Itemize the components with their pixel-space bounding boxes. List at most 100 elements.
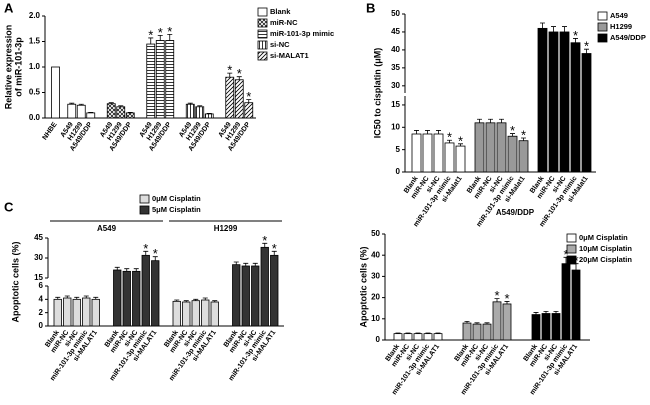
bar <box>393 333 403 341</box>
bar <box>482 323 492 341</box>
bar <box>251 265 260 327</box>
bar <box>502 303 512 341</box>
error-bar <box>187 102 193 105</box>
bar <box>423 333 433 341</box>
bar <box>551 313 561 341</box>
y-tick-label: 30 <box>34 253 43 262</box>
error-bar <box>124 268 130 272</box>
significance-mark: * <box>158 25 163 40</box>
error-bar <box>405 332 411 334</box>
significance-mark: * <box>148 27 153 42</box>
error-bar <box>93 296 99 300</box>
legend-label: 20μM Cisplatin <box>579 255 632 264</box>
legend-swatch <box>257 51 268 61</box>
bar <box>581 53 592 173</box>
error-bar <box>183 300 189 302</box>
y-tick-label: 30 <box>371 272 380 281</box>
error-bar <box>167 33 173 41</box>
error-bar <box>488 118 493 123</box>
bar <box>413 333 423 341</box>
bar <box>63 297 72 327</box>
error-bar <box>83 295 89 298</box>
legend-swatch <box>257 29 268 39</box>
error-bar <box>477 118 482 123</box>
error-bar <box>193 298 199 301</box>
legend-label: Blank <box>270 7 291 16</box>
y-tick-label: 50 <box>371 229 380 238</box>
y-tick-label: 1.0 <box>29 62 41 71</box>
significance-mark: * <box>573 28 578 43</box>
bar <box>485 122 496 173</box>
error-bar <box>78 103 84 106</box>
significance-mark: * <box>458 133 463 148</box>
bar <box>411 133 422 173</box>
error-bar <box>64 295 70 298</box>
error-bar <box>484 322 490 325</box>
legend-label: A549 <box>610 11 628 20</box>
significance-mark: * <box>510 123 515 138</box>
error-bar <box>464 320 470 324</box>
bar <box>82 297 91 327</box>
error-bar <box>436 130 441 134</box>
error-bar <box>262 242 268 248</box>
legend-swatch <box>257 7 268 17</box>
error-bar <box>458 143 463 147</box>
significance-mark: * <box>563 247 568 262</box>
legend-label: 5μM Cisplatin <box>152 205 201 214</box>
bar <box>76 104 86 119</box>
bar <box>571 269 581 341</box>
error-bar <box>206 113 212 114</box>
y-tick-label: 10 <box>391 122 400 131</box>
y-tick-label: 40 <box>371 250 380 259</box>
significance-mark: * <box>494 288 499 303</box>
error-bar <box>425 332 431 334</box>
error-bar <box>540 22 545 29</box>
legend-label: miR-101-3p mimic <box>270 29 334 38</box>
error-bar <box>246 99 252 103</box>
error-bar <box>584 48 589 54</box>
y-tick-label: 6 <box>39 281 44 290</box>
y-axis-label: of miR-101-3p <box>13 37 23 97</box>
bar <box>172 300 181 327</box>
error-bar <box>227 72 233 78</box>
error-bar <box>236 76 242 80</box>
error-bar <box>233 261 239 265</box>
error-bar <box>425 130 430 134</box>
bar <box>548 31 559 173</box>
y-tick-label: 45 <box>391 27 400 36</box>
bar <box>260 246 269 327</box>
bar <box>106 103 116 119</box>
bar <box>182 301 191 327</box>
error-bar <box>414 130 419 134</box>
legend-swatch <box>597 22 608 32</box>
legend-swatch <box>257 18 268 28</box>
y-tick-label: 35 <box>391 63 400 72</box>
group-label: A549 <box>97 224 117 233</box>
significance-mark: * <box>143 241 148 256</box>
significance-mark: * <box>447 130 452 145</box>
error-bar <box>447 139 452 143</box>
bar <box>570 42 581 173</box>
bar <box>165 40 175 119</box>
bar <box>86 112 96 119</box>
bar <box>462 322 472 341</box>
y-axis-label: Apoptotic cells (%) <box>358 246 368 327</box>
bar <box>155 40 165 119</box>
bar <box>541 313 551 341</box>
bar <box>561 263 571 341</box>
error-bar <box>157 34 163 41</box>
bar <box>201 299 210 327</box>
error-bar <box>127 111 133 113</box>
significance-mark: * <box>521 127 526 142</box>
bar <box>559 31 570 173</box>
bar <box>91 298 100 327</box>
error-bar <box>202 297 208 300</box>
bar <box>132 270 141 327</box>
error-bar <box>562 26 567 32</box>
bar <box>191 300 200 327</box>
error-bar <box>118 105 124 107</box>
error-bar <box>415 332 421 334</box>
bar <box>232 264 241 327</box>
error-bar <box>435 332 441 334</box>
